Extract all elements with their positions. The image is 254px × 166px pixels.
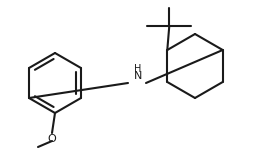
Text: O: O — [48, 134, 56, 144]
Text: H: H — [134, 64, 142, 74]
Text: N: N — [134, 71, 142, 81]
